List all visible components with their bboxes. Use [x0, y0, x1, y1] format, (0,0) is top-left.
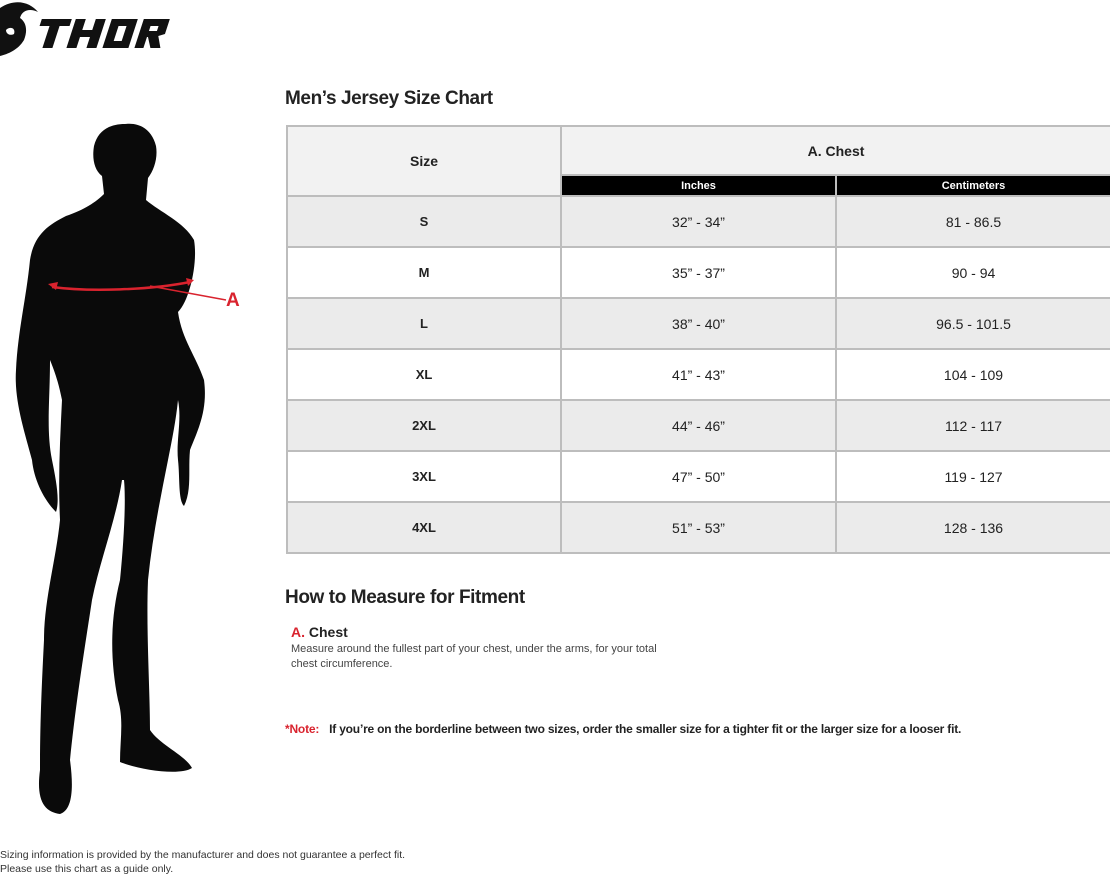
inches-cell: 51” - 53” — [560, 501, 837, 554]
disclaimer-line-1: Sizing information is provided by the ma… — [0, 849, 406, 861]
size-chart-table: Size A. Chest Inches Centimeters S 32” - … — [286, 125, 1110, 554]
note-label: *Note: — [285, 722, 320, 736]
table-row: 2XL 44” - 46” 112 - 117 — [286, 399, 1110, 452]
centimeters-cell: 96.5 - 101.5 — [834, 297, 1110, 350]
inches-cell: 41” - 43” — [560, 348, 837, 401]
measure-title: How to Measure for Fitment — [285, 587, 525, 608]
thor-logo — [0, 2, 170, 57]
inches-cell: 47” - 50” — [560, 450, 837, 503]
table-row: S 32” - 34” 81 - 86.5 — [286, 195, 1110, 248]
chest-marker-label: A — [226, 290, 240, 311]
size-cell: 2XL — [286, 399, 562, 452]
page-title: Men’s Jersey Size Chart — [285, 88, 493, 109]
measure-item-letter: A. — [291, 624, 305, 640]
centimeters-cell: 119 - 127 — [834, 450, 1110, 503]
centimeters-cell: 90 - 94 — [834, 246, 1110, 299]
size-header: Size — [286, 125, 562, 197]
table-row: L 38” - 40” 96.5 - 101.5 — [286, 297, 1110, 350]
size-cell: 3XL — [286, 450, 562, 503]
inches-cell: 35” - 37” — [560, 246, 837, 299]
measure-item-name: Chest — [308, 624, 348, 640]
disclaimer: Sizing information is provided by the ma… — [0, 848, 405, 876]
inches-cell: 38” - 40” — [560, 297, 837, 350]
centimeters-header: Centimeters — [834, 174, 1110, 197]
size-cell: M — [286, 246, 562, 299]
disclaimer-line-2: Please use this chart as a guide only. — [0, 863, 174, 875]
size-cell: S — [286, 195, 562, 248]
centimeters-cell: 128 - 136 — [834, 501, 1110, 554]
centimeters-cell: 81 - 86.5 — [834, 195, 1110, 248]
inches-cell: 32” - 34” — [560, 195, 837, 248]
chest-header: A. Chest — [559, 125, 1110, 176]
measure-item-title: A. Chest — [291, 624, 348, 640]
inches-cell: 44” - 46” — [560, 399, 837, 452]
fit-note: *Note: If you’re on the borderline betwee… — [285, 722, 961, 736]
size-cell: XL — [286, 348, 562, 401]
centimeters-cell: 112 - 117 — [834, 399, 1110, 452]
table-row: 4XL 51” - 53” 128 - 136 — [286, 501, 1110, 554]
inches-header: Inches — [560, 174, 837, 197]
table-row: XL 41” - 43” 104 - 109 — [286, 348, 1110, 401]
table-row: 3XL 47” - 50” 119 - 127 — [286, 450, 1110, 503]
size-cell: L — [286, 297, 562, 350]
note-text: If you’re on the borderline between two … — [329, 722, 962, 736]
size-cell: 4XL — [286, 501, 562, 554]
centimeters-cell: 104 - 109 — [834, 348, 1110, 401]
body-silhouette: A — [15, 123, 240, 814]
measure-item-description: Measure around the fullest part of your … — [291, 643, 657, 670]
table-row: M 35” - 37” 90 - 94 — [286, 246, 1110, 299]
